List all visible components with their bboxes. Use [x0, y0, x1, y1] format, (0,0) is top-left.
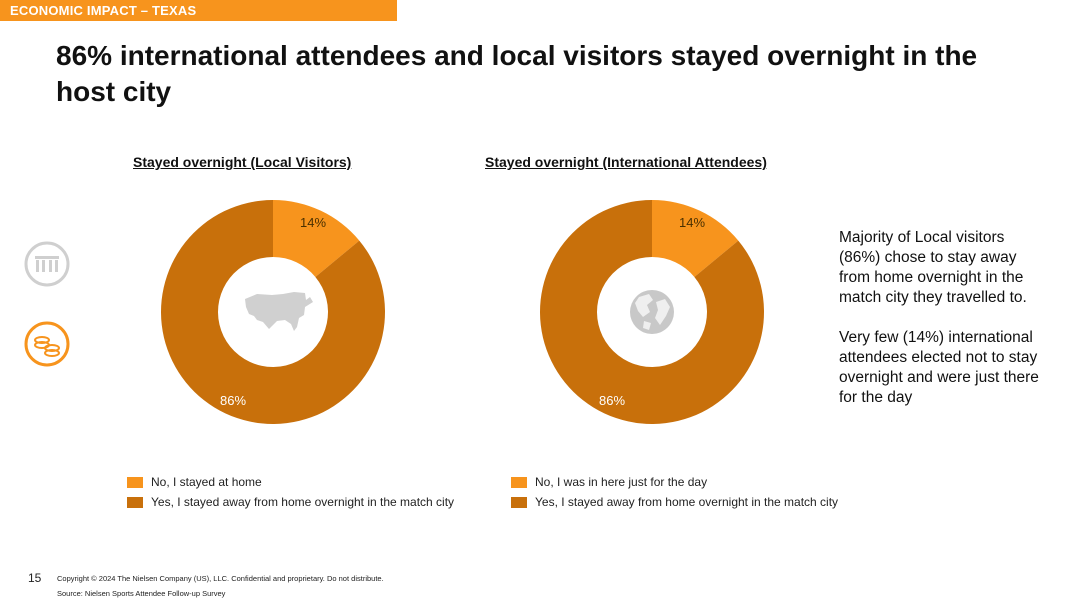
coins-icon: [24, 321, 70, 367]
legend-label: No, I stayed at home: [151, 475, 262, 489]
section-label: ECONOMIC IMPACT – TEXAS: [10, 3, 197, 18]
stadium-icon: [24, 241, 70, 287]
legend-swatch: [511, 496, 527, 508]
donut-data-label: 86%: [599, 393, 625, 408]
donut-chart-international: 14% 86%: [540, 200, 764, 424]
copyright-notice: Copyright © 2024 The Nielsen Company (US…: [57, 574, 384, 583]
legend-local: No, I stayed at home Yes, I stayed away …: [127, 472, 454, 512]
legend-item: Yes, I stayed away from home overnight i…: [127, 492, 454, 512]
donut-data-label: 14%: [679, 215, 705, 230]
donut-slice: [161, 200, 385, 424]
legend-label: Yes, I stayed away from home overnight i…: [151, 495, 455, 509]
usa-map-icon: [245, 292, 313, 331]
legend-swatch: [511, 476, 527, 488]
legend-swatch: [127, 476, 143, 488]
commentary-text: Majority of Local visitors (86%) chose t…: [839, 228, 1039, 428]
globe-icon: [630, 290, 674, 334]
legend-item: No, I stayed at home: [127, 472, 454, 492]
legend-label: Yes, I stayed away from home overnight i…: [535, 495, 839, 509]
donut-data-label: 86%: [220, 393, 246, 408]
section-header-band: ECONOMIC IMPACT – TEXAS: [0, 0, 397, 21]
commentary-paragraph-international: Very few (14%) international attendees e…: [839, 329, 1039, 406]
donut-slice: [540, 200, 764, 424]
donut-chart-local: 14% 86%: [161, 200, 385, 424]
legend-item: Yes, I stayed away from home overnight i…: [511, 492, 838, 512]
page-number: 15: [28, 571, 42, 585]
donut-slice: [273, 200, 360, 277]
donut-slice: [652, 200, 739, 277]
page-title: 86% international attendees and local vi…: [56, 40, 978, 107]
legend-international: No, I was in here just for the day Yes, …: [511, 472, 838, 512]
legend-swatch: [127, 496, 143, 508]
source-note: Source: Nielsen Sports Attendee Follow-u…: [57, 589, 226, 598]
donut-data-label: 14%: [300, 215, 326, 230]
chart-title-international: Stayed overnight (International Attendee…: [485, 154, 767, 170]
chart-title-local: Stayed overnight (Local Visitors): [133, 154, 352, 170]
legend-label: No, I was in here just for the day: [535, 475, 708, 489]
commentary-paragraph-local: Majority of Local visitors (86%) chose t…: [839, 229, 1027, 306]
legend-item: No, I was in here just for the day: [511, 472, 838, 492]
